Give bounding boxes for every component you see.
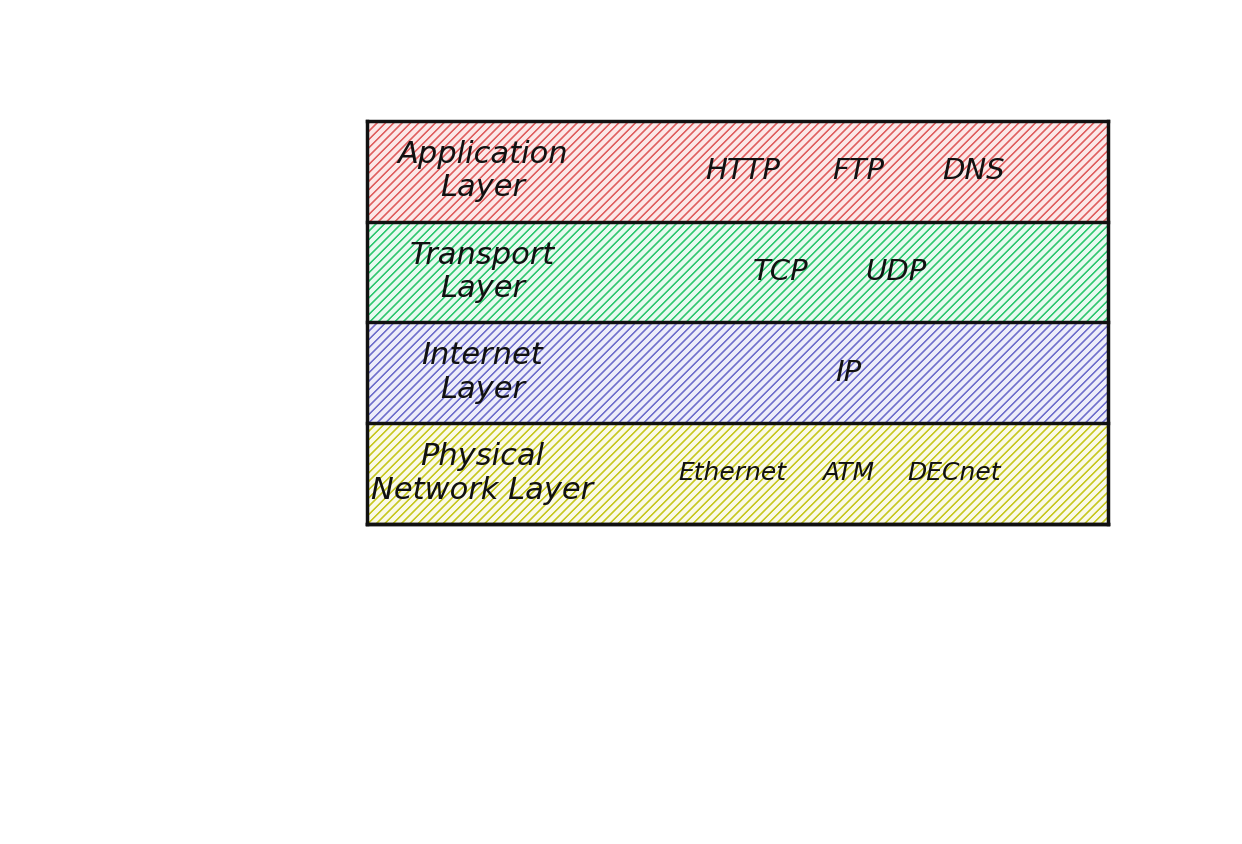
Bar bbox=[368, 221, 1108, 322]
Bar bbox=[368, 322, 1108, 423]
Bar bbox=[368, 121, 1108, 221]
Text: Application
Layer: Application Layer bbox=[397, 140, 568, 203]
Bar bbox=[368, 221, 1108, 322]
Bar bbox=[368, 423, 1108, 523]
Bar bbox=[368, 221, 1108, 322]
Text: FTP: FTP bbox=[832, 157, 884, 185]
Text: HTTP: HTTP bbox=[705, 157, 780, 185]
Bar bbox=[368, 121, 1108, 221]
Bar bbox=[368, 322, 1108, 423]
Text: TCP: TCP bbox=[753, 258, 809, 286]
Text: Ethernet: Ethernet bbox=[679, 462, 786, 485]
Bar bbox=[368, 322, 1108, 423]
Text: DNS: DNS bbox=[943, 157, 1005, 185]
Text: Physical
Network Layer: Physical Network Layer bbox=[371, 442, 594, 505]
Text: Internet
Layer: Internet Layer bbox=[421, 341, 544, 404]
Bar bbox=[368, 423, 1108, 523]
Text: UDP: UDP bbox=[866, 258, 927, 286]
Text: ATM: ATM bbox=[822, 462, 874, 485]
Bar bbox=[368, 423, 1108, 523]
Text: DECnet: DECnet bbox=[908, 462, 1001, 485]
Bar bbox=[368, 121, 1108, 221]
Text: Transport
Layer: Transport Layer bbox=[410, 241, 555, 303]
Bar bbox=[368, 121, 1108, 221]
Bar bbox=[368, 423, 1108, 523]
Bar bbox=[368, 221, 1108, 322]
Bar bbox=[368, 322, 1108, 423]
Text: IP: IP bbox=[835, 359, 862, 387]
